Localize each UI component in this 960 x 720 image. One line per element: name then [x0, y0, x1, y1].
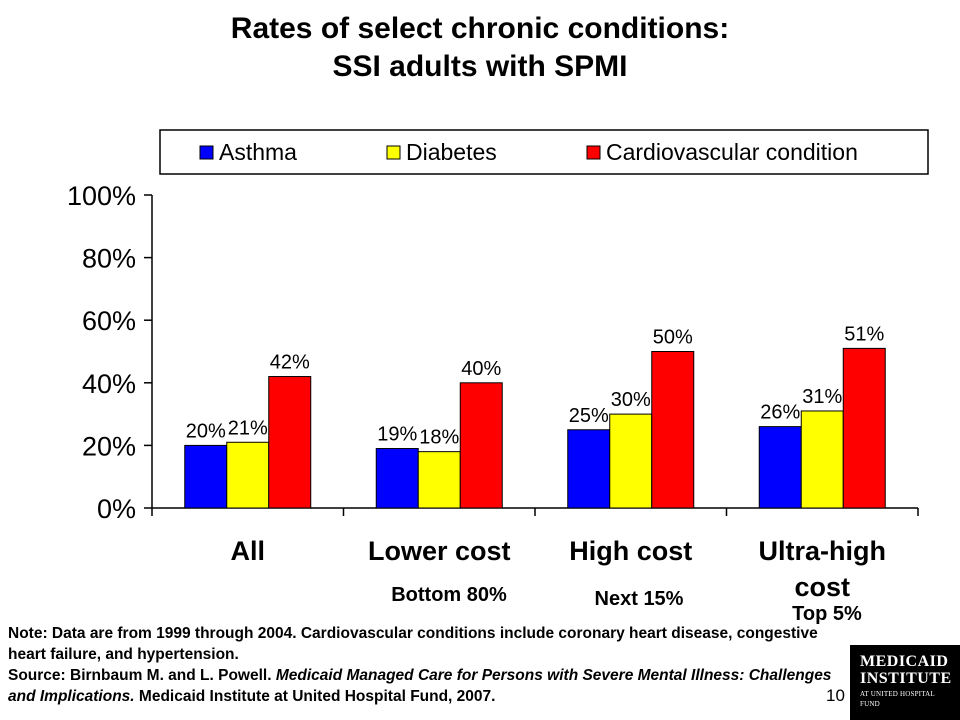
bar-2-2: [417, 451, 461, 509]
category-label: All: [230, 536, 265, 566]
footnote-note: Note: Data are from 1999 through 2004. C…: [8, 625, 818, 663]
page-number: 10: [826, 686, 845, 705]
data-label-2-1: 21%: [228, 417, 268, 439]
category-label: High cost: [569, 536, 692, 566]
legend-box: [159, 129, 929, 175]
tier-label-bottom: Bottom 80%: [391, 584, 507, 606]
bar-1-1: [184, 444, 228, 509]
bar-1-2: [375, 448, 419, 509]
legend-swatch-3: [586, 145, 601, 160]
category-label: cost: [794, 572, 850, 602]
data-label-3-2: 40%: [461, 358, 501, 380]
medicaid-institute-logo: MEDICAID INSTITUTE AT UNITED HOSPITAL FU…: [850, 645, 960, 720]
logo-line-3: AT UNITED HOSPITAL FUND: [860, 690, 935, 708]
data-label-1-1: 20%: [186, 420, 226, 442]
bar-3-3: [651, 351, 695, 509]
data-label-2-3: 30%: [611, 389, 651, 411]
title-line-2: SSI adults with SPMI: [332, 50, 628, 83]
legend-label-3: Cardiovascular condition: [606, 139, 858, 165]
data-label-3-4: 51%: [844, 323, 884, 345]
bar-2-4: [800, 410, 844, 509]
footnote-source: Source: Birnbaum M. and L. Powell. Medic…: [8, 665, 838, 707]
bar-3-2: [459, 382, 503, 509]
source-title: Medicaid Managed Care for Persons with S…: [8, 667, 832, 705]
data-label-1-2: 19%: [377, 424, 417, 446]
y-tick-label: 40%: [82, 369, 136, 399]
legend-label-1: Asthma: [219, 139, 297, 165]
bar-3-4: [842, 347, 886, 509]
data-label-1-3: 25%: [569, 405, 609, 427]
tier-label-top: Top 5%: [792, 603, 862, 625]
bar-2-3: [609, 413, 653, 509]
data-label-3-3: 50%: [653, 327, 693, 349]
title-line-1: Rates of select chronic conditions:: [230, 12, 730, 45]
logo-line-1: MEDICAID: [860, 653, 949, 670]
logo-line-2: INSTITUTE: [860, 670, 952, 687]
source-prefix: Source: Birnbaum M. and L. Powell.: [8, 667, 276, 684]
bar-2-1: [226, 441, 270, 509]
data-label-3-1: 42%: [270, 352, 310, 374]
bar-3-1: [268, 376, 312, 509]
category-label: Lower cost: [368, 536, 511, 566]
y-tick-label: 60%: [82, 306, 136, 336]
y-tick-label: 80%: [82, 244, 136, 274]
legend-label-2: Diabetes: [406, 139, 497, 165]
y-tick-label: 0%: [97, 494, 136, 524]
source-suffix: Medicaid Institute at United Hospital Fu…: [134, 688, 496, 705]
category-label: Ultra-high: [759, 536, 887, 566]
legend-swatch-2: [386, 145, 401, 160]
data-label-2-4: 31%: [802, 386, 842, 408]
bar-chart: Asthma Diabetes Cardiovascular condition 0%…: [67, 129, 929, 602]
bar-1-3: [567, 429, 611, 509]
footnote: Note: Data are from 1999 through 2004. C…: [8, 623, 838, 707]
y-tick-label: 20%: [82, 431, 136, 461]
data-label-2-2: 18%: [419, 427, 459, 449]
y-tick-label: 100%: [67, 181, 136, 211]
data-label-1-4: 26%: [760, 402, 800, 424]
slide-title: Rates of select chronic conditions: SSI …: [0, 10, 960, 86]
legend-swatch-1: [199, 145, 214, 160]
bar-1-4: [758, 426, 802, 509]
tier-label-next: Next 15%: [594, 588, 684, 610]
